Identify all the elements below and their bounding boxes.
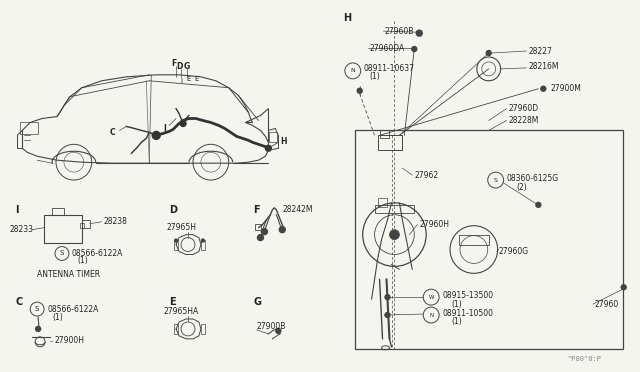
Bar xyxy=(44,215,82,243)
Circle shape xyxy=(257,235,264,241)
Text: S: S xyxy=(493,177,498,183)
Text: 27960D: 27960D xyxy=(509,104,539,113)
Text: 28238: 28238 xyxy=(104,217,127,226)
Text: I: I xyxy=(15,205,19,215)
Bar xyxy=(378,135,403,150)
Text: 27965HA: 27965HA xyxy=(163,307,198,315)
Bar xyxy=(20,122,38,134)
Bar xyxy=(201,324,205,334)
Text: E: E xyxy=(187,76,191,82)
Text: E: E xyxy=(169,297,176,307)
Text: D: D xyxy=(169,205,177,215)
Circle shape xyxy=(180,121,186,126)
Bar xyxy=(374,205,414,213)
Text: C: C xyxy=(15,297,22,307)
Text: 28233: 28233 xyxy=(10,225,33,234)
Circle shape xyxy=(385,295,390,299)
Text: (1): (1) xyxy=(451,299,462,309)
Text: 08915-13500: 08915-13500 xyxy=(442,291,493,300)
Bar xyxy=(52,208,64,215)
Bar xyxy=(269,132,277,142)
Text: 27960B: 27960B xyxy=(385,27,414,36)
Circle shape xyxy=(621,285,626,290)
Text: I: I xyxy=(163,124,166,133)
Bar xyxy=(255,224,262,230)
Circle shape xyxy=(541,86,546,91)
Text: (1): (1) xyxy=(78,256,88,265)
Bar xyxy=(355,131,623,349)
Circle shape xyxy=(276,328,281,333)
Text: 08360-6125G: 08360-6125G xyxy=(507,174,559,183)
Circle shape xyxy=(390,230,399,240)
Circle shape xyxy=(202,239,204,242)
Text: 27965H: 27965H xyxy=(166,223,196,232)
Text: ANTENNA TIMER: ANTENNA TIMER xyxy=(37,270,100,279)
Circle shape xyxy=(266,145,271,151)
Text: ^P80^0:P: ^P80^0:P xyxy=(568,356,602,362)
Text: 28228M: 28228M xyxy=(509,116,539,125)
Text: 27900B: 27900B xyxy=(257,323,286,331)
Text: 08566-6122A: 08566-6122A xyxy=(72,249,124,258)
Text: 27960H: 27960H xyxy=(419,220,449,229)
Text: S: S xyxy=(35,306,39,312)
Circle shape xyxy=(536,202,541,207)
Text: 28227: 28227 xyxy=(529,46,552,55)
Circle shape xyxy=(385,312,390,318)
Circle shape xyxy=(152,131,160,140)
Circle shape xyxy=(486,51,492,55)
Bar xyxy=(82,220,90,228)
Circle shape xyxy=(262,229,268,235)
Text: C: C xyxy=(109,128,115,137)
Circle shape xyxy=(416,30,422,36)
Text: 28242M: 28242M xyxy=(282,205,313,214)
Text: (1): (1) xyxy=(52,312,63,321)
Bar xyxy=(174,240,178,250)
Text: H: H xyxy=(280,137,287,146)
Text: 08911-10637: 08911-10637 xyxy=(364,64,415,73)
Bar xyxy=(380,131,390,138)
Text: H: H xyxy=(343,13,351,23)
Text: (2): (2) xyxy=(516,183,527,192)
Text: 27962: 27962 xyxy=(414,171,438,180)
Circle shape xyxy=(412,46,417,51)
Text: 27960DA: 27960DA xyxy=(370,44,405,52)
Text: N: N xyxy=(429,312,433,318)
Text: (1): (1) xyxy=(370,72,380,81)
Text: 27960G: 27960G xyxy=(499,247,529,256)
Bar xyxy=(378,198,387,207)
Text: F: F xyxy=(253,205,260,215)
Text: D: D xyxy=(176,62,182,71)
Text: N: N xyxy=(350,68,355,73)
Circle shape xyxy=(279,227,285,232)
Bar xyxy=(459,235,489,244)
Text: 08566-6122A: 08566-6122A xyxy=(47,305,99,314)
Text: G: G xyxy=(253,297,262,307)
Circle shape xyxy=(175,239,177,242)
Text: 27900M: 27900M xyxy=(550,84,581,93)
Bar xyxy=(80,223,84,228)
Circle shape xyxy=(357,88,362,93)
Text: 27900H: 27900H xyxy=(54,336,84,345)
Bar xyxy=(174,324,178,334)
Text: G: G xyxy=(184,62,190,71)
Text: S: S xyxy=(60,250,64,256)
Text: W: W xyxy=(428,295,434,300)
Text: E: E xyxy=(195,76,199,82)
Text: 27960: 27960 xyxy=(595,299,619,309)
Bar xyxy=(201,240,205,250)
Text: I: I xyxy=(180,78,182,84)
Text: F: F xyxy=(172,60,177,68)
Text: 08911-10500: 08911-10500 xyxy=(442,308,493,318)
Text: (1): (1) xyxy=(451,317,462,327)
Circle shape xyxy=(36,327,40,331)
Text: 28216M: 28216M xyxy=(529,62,559,71)
